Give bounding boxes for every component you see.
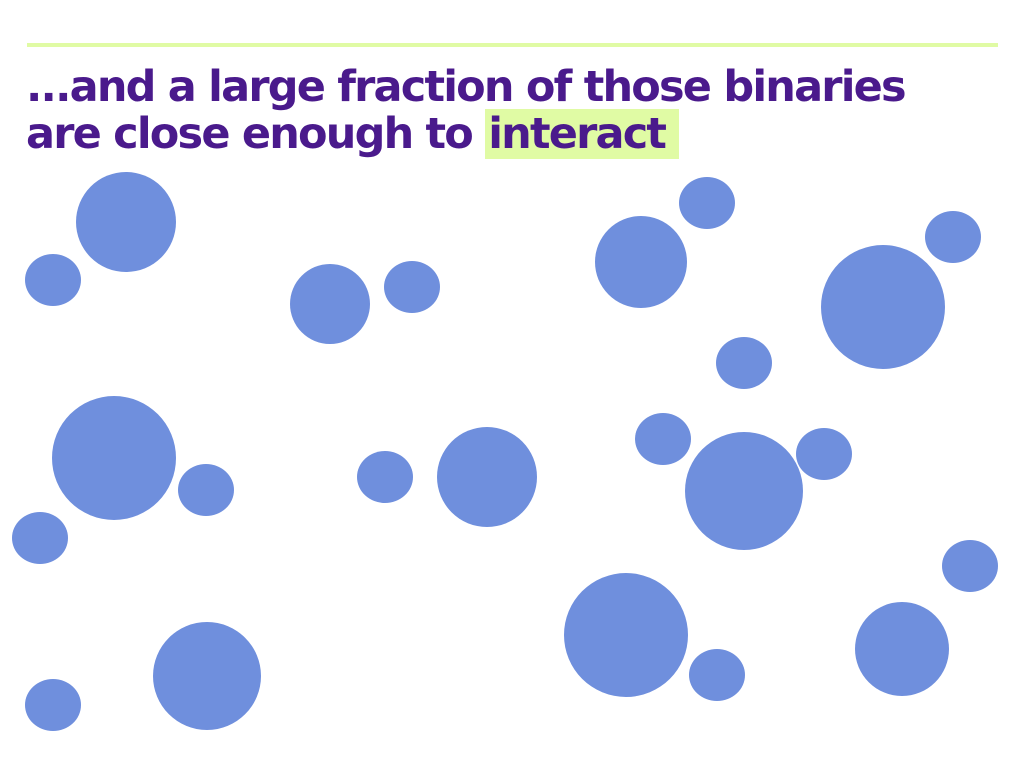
star-secondary xyxy=(689,649,745,701)
star-primary xyxy=(595,216,687,308)
accent-rule xyxy=(27,43,998,47)
title-line-2: are close enough to interact xyxy=(26,109,1006,159)
triple-system xyxy=(635,413,852,550)
binary-pair-3 xyxy=(595,177,735,308)
binary-pair-4 xyxy=(821,211,981,369)
binary-pair-6 xyxy=(357,427,537,527)
binary-pair-8 xyxy=(855,540,998,696)
binary-pair-2 xyxy=(290,261,440,344)
title-highlight: interact xyxy=(485,109,680,159)
star-primary xyxy=(153,622,261,730)
star-secondary xyxy=(942,540,998,592)
star-primary xyxy=(821,245,945,369)
star-secondary xyxy=(25,679,81,731)
binary-pair-5 xyxy=(52,396,234,520)
slide-title: ...and a large fraction of those binarie… xyxy=(26,62,1006,159)
star-secondary xyxy=(635,413,691,465)
star-secondary xyxy=(12,512,68,564)
star-secondary xyxy=(716,337,772,389)
binary-pair-1 xyxy=(25,172,176,306)
star-secondary xyxy=(25,254,81,306)
star-secondary xyxy=(925,211,981,263)
title-line-2-text: are close enough to xyxy=(26,109,474,159)
single-star-2 xyxy=(12,512,68,564)
star-primary xyxy=(685,432,803,550)
star-secondary xyxy=(357,451,413,503)
binary-pair-9 xyxy=(25,622,261,731)
star-secondary xyxy=(679,177,735,229)
single-star-1 xyxy=(716,337,772,389)
star-primary xyxy=(290,264,370,344)
star-primary xyxy=(855,602,949,696)
binary-pair-7 xyxy=(564,573,745,701)
star-primary xyxy=(564,573,688,697)
title-line-1: ...and a large fraction of those binarie… xyxy=(26,62,907,112)
star-secondary xyxy=(178,464,234,516)
star-secondary xyxy=(384,261,440,313)
star-primary xyxy=(76,172,176,272)
star-primary xyxy=(52,396,176,520)
star-primary xyxy=(437,427,537,527)
star-secondary xyxy=(796,428,852,480)
